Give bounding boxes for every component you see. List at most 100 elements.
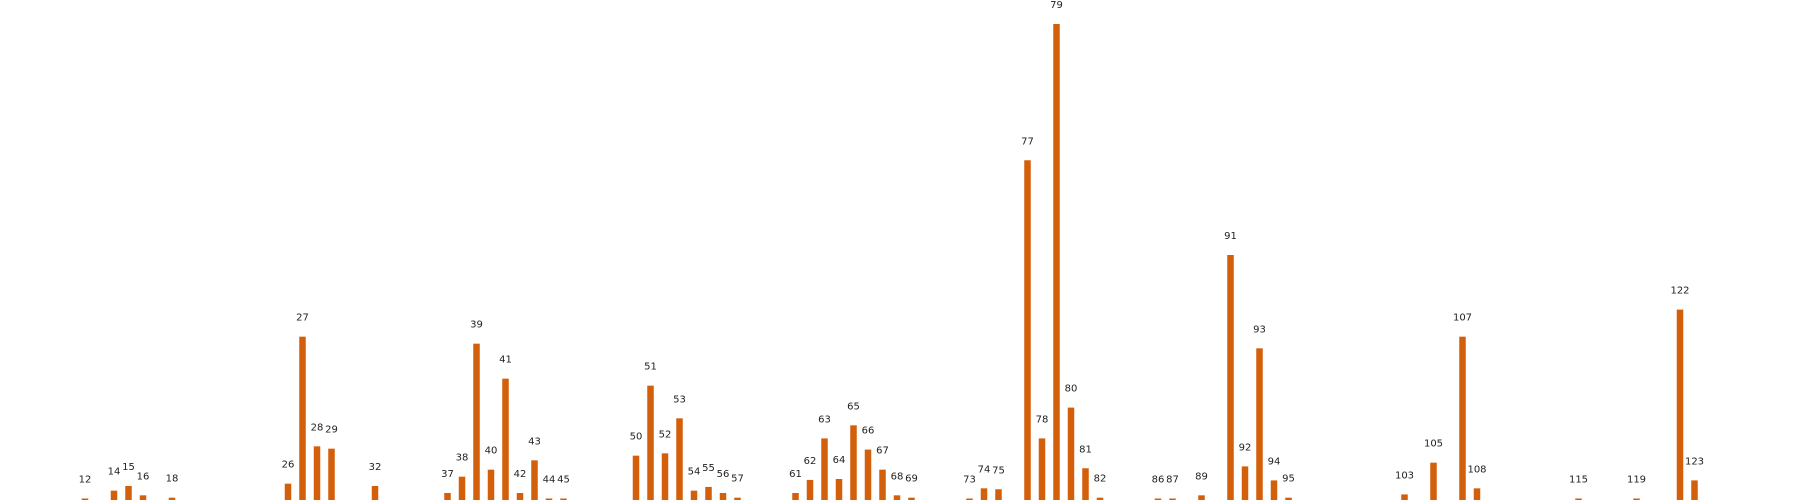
bar-115 (1575, 498, 1582, 500)
bar-label-103: 103 (1395, 470, 1414, 481)
bar-54 (690, 490, 698, 500)
bar-label-44: 44 (543, 475, 556, 486)
bar-44 (545, 498, 553, 500)
bar-103 (1401, 494, 1408, 500)
bar-95 (1285, 497, 1292, 500)
bar-label-78: 78 (1036, 414, 1049, 425)
bar-label-40: 40 (485, 446, 498, 457)
bar-label-43: 43 (528, 436, 541, 447)
bar-label-122: 122 (1670, 286, 1689, 297)
bar-label-38: 38 (456, 453, 469, 464)
bar-77 (1024, 160, 1031, 500)
bar-label-86: 86 (1152, 475, 1165, 486)
bar-label-53: 53 (673, 394, 686, 405)
bar-62 (806, 479, 814, 500)
bar-55 (705, 486, 712, 500)
bar-label-55: 55 (702, 463, 715, 474)
bar-82 (1096, 497, 1104, 500)
bar-87 (1169, 498, 1176, 500)
bar-105 (1430, 462, 1437, 500)
bar-label-82: 82 (1094, 474, 1107, 485)
bar-16 (139, 495, 147, 500)
bar-108 (1473, 488, 1481, 500)
bar-label-79: 79 (1050, 0, 1063, 11)
bar-label-119: 119 (1627, 475, 1646, 486)
bar-43 (531, 460, 538, 500)
bar-label-95: 95 (1282, 474, 1295, 485)
bar-label-42: 42 (514, 469, 527, 480)
bar-64 (835, 479, 843, 500)
bar-label-91: 91 (1224, 231, 1237, 242)
bar-label-107: 107 (1453, 313, 1472, 324)
bar-66 (864, 449, 872, 500)
bar-label-52: 52 (659, 429, 672, 440)
bar-29 (328, 448, 335, 500)
bar-label-62: 62 (804, 456, 817, 467)
bar-label-73: 73 (963, 475, 976, 486)
bar-label-18: 18 (166, 474, 179, 485)
bar-label-105: 105 (1424, 439, 1443, 450)
bar-93 (1256, 348, 1263, 500)
bar-label-41: 41 (499, 355, 512, 366)
bar-65 (850, 425, 857, 500)
bar-57 (734, 497, 741, 500)
bar-79 (1053, 24, 1060, 500)
bar-label-37: 37 (441, 469, 454, 480)
bar-26 (284, 483, 292, 500)
bar-label-81: 81 (1079, 444, 1092, 455)
bar-label-29: 29 (325, 425, 338, 436)
bar-label-68: 68 (891, 471, 904, 482)
bar-label-12: 12 (79, 475, 92, 486)
bar-label-93: 93 (1253, 324, 1266, 335)
bar-67 (879, 469, 886, 500)
bar-68 (893, 495, 901, 500)
bar-label-56: 56 (717, 469, 730, 480)
bar-label-92: 92 (1239, 442, 1252, 453)
bar-label-63: 63 (818, 414, 831, 425)
bar-28 (313, 446, 321, 500)
bar-74 (980, 488, 988, 500)
bar-75 (995, 489, 1002, 500)
bar-label-74: 74 (978, 464, 991, 475)
bar-123 (1691, 480, 1698, 500)
bar-label-66: 66 (862, 426, 875, 437)
bar-label-45: 45 (557, 475, 570, 486)
bar-119 (1633, 498, 1640, 500)
bar-78 (1038, 438, 1046, 500)
bar-label-75: 75 (992, 465, 1005, 476)
bar-51 (647, 385, 654, 500)
bar-label-32: 32 (369, 462, 382, 473)
bar-12 (81, 498, 89, 500)
bar-89 (1198, 495, 1205, 500)
bar-label-54: 54 (688, 467, 701, 478)
bar-label-27: 27 (296, 313, 309, 324)
bar-42 (516, 493, 524, 500)
bar-50 (632, 455, 640, 500)
bar-73 (966, 498, 973, 500)
bar-label-26: 26 (282, 460, 295, 471)
bar-45 (560, 498, 567, 500)
bar-53 (676, 418, 683, 500)
bar-122 (1676, 309, 1684, 500)
bar-label-69: 69 (905, 474, 918, 485)
bar-label-64: 64 (833, 455, 846, 466)
bar-61 (792, 493, 799, 500)
bar-label-61: 61 (789, 469, 802, 480)
bar-label-89: 89 (1195, 471, 1208, 482)
bar-label-115: 115 (1569, 475, 1588, 486)
bar-label-65: 65 (847, 401, 860, 412)
bar-label-67: 67 (876, 446, 889, 457)
bar-14 (110, 490, 118, 500)
bar-107 (1459, 336, 1466, 500)
bar-label-77: 77 (1021, 136, 1034, 147)
bar-label-14: 14 (108, 467, 121, 478)
bar-label-57: 57 (731, 474, 744, 485)
bar-37 (444, 493, 451, 500)
bar-18 (168, 497, 176, 500)
bar-41 (502, 378, 509, 500)
bar-label-123: 123 (1685, 456, 1704, 467)
bar-91 (1227, 255, 1234, 500)
bar-label-87: 87 (1166, 475, 1179, 486)
bar-label-50: 50 (630, 432, 643, 443)
